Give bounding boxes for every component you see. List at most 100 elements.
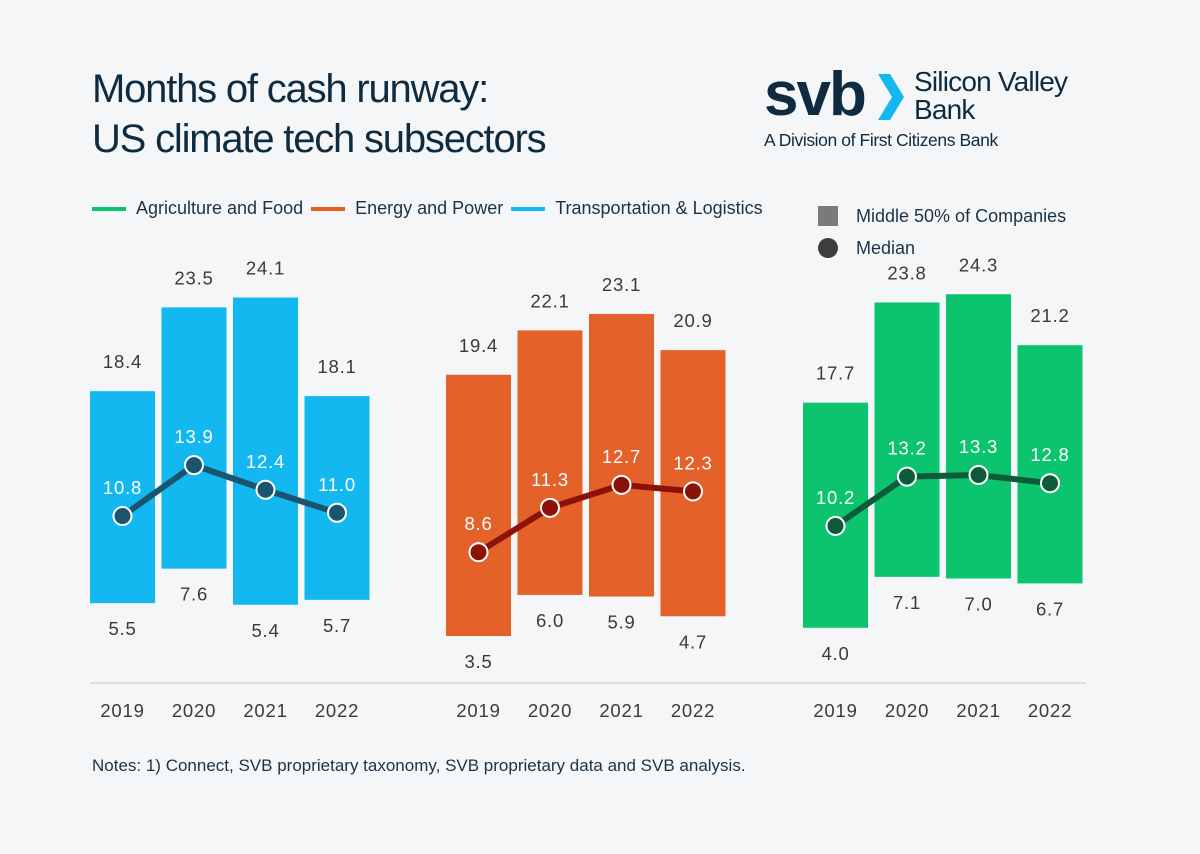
legend-item-transportation: Transportation & Logistics (511, 198, 763, 219)
energy-and-power-lower-label-2022: 4.7 (679, 631, 707, 652)
agriculture-and-food-bar-2020 (874, 302, 940, 577)
svb-logo: svb Silicon Valley Bank A Division of Fi… (764, 60, 1104, 155)
chevron-right-icon (878, 74, 904, 120)
energy-and-power-bar-2020 (517, 330, 583, 595)
transportation-logistics-lower-label-2022: 5.7 (323, 615, 351, 636)
logo-bank-name: Silicon Valley Bank (914, 66, 1068, 125)
transportation-logistics-tick-2019: 2019 (100, 700, 144, 721)
marker-legend: Middle 50% of Companies Median (818, 200, 1066, 264)
transportation-logistics-lower-label-2020: 7.6 (180, 584, 208, 605)
agriculture-and-food-tick-2021: 2021 (956, 700, 1000, 721)
agriculture-and-food-bar-2022 (1017, 345, 1083, 584)
transportation-logistics-upper-label-2019: 18.4 (103, 351, 142, 372)
transportation-logistics-median-label-2021: 12.4 (246, 451, 285, 472)
legend-median-label: Median (856, 237, 916, 258)
agriculture-and-food-median-dot-2019 (825, 515, 846, 536)
transportation-logistics-lower-label-2021: 5.4 (251, 620, 279, 641)
agriculture-and-food-lower-label-2019: 4.0 (821, 643, 849, 664)
energy-and-power-tick-2019: 2019 (456, 700, 500, 721)
transportation-logistics-lower-label-2019: 5.5 (108, 618, 136, 639)
legend-label-transportation: Transportation & Logistics (555, 198, 763, 218)
agriculture-and-food-median-dot-2020 (897, 466, 917, 487)
chart-title: Months of cash runway: US climate tech s… (92, 64, 547, 164)
energy-and-power-tick-2021: 2021 (599, 700, 643, 721)
agriculture-and-food-median-label-2020: 13.2 (887, 438, 926, 459)
energy-and-power-bar-2019 (446, 374, 511, 636)
energy-and-power-tick-2020: 2020 (528, 700, 572, 721)
transportation-logistics-tick-2020: 2020 (172, 700, 216, 721)
agriculture-and-food-tick-2020: 2020 (885, 700, 929, 721)
energy-and-power-median-label-2020: 11.3 (531, 469, 569, 490)
agriculture-and-food-tick-2019: 2019 (813, 700, 857, 721)
agriculture-and-food-lower-label-2020: 7.1 (893, 592, 921, 613)
legend-range-label: Middle 50% of Companies (856, 205, 1067, 226)
transportation-logistics-median-dot-2021 (255, 479, 276, 500)
transportation-logistics-upper-label-2022: 18.1 (317, 356, 356, 377)
transportation-logistics-bar-2020 (161, 307, 227, 569)
energy-and-power-upper-label-2022: 20.9 (673, 310, 712, 331)
transportation-logistics-median-label-2019: 10.8 (103, 477, 142, 498)
agriculture-and-food-bar-2019 (803, 402, 868, 628)
agriculture-and-food-median-label-2022: 12.8 (1030, 444, 1069, 465)
energy-and-power-median-dot-2020 (540, 497, 560, 518)
agriculture-and-food-lower-label-2022: 6.7 (1036, 598, 1064, 619)
agriculture-and-food-median-dot-2021 (968, 464, 989, 485)
logo-name-line-2: Bank (914, 94, 975, 125)
series-legend: Agriculture and Food Energy and Power Tr… (92, 198, 771, 219)
logo-name-line-1: Silicon Valley (914, 66, 1068, 97)
legend-median-dot (818, 238, 838, 258)
energy-and-power-upper-label-2021: 23.1 (602, 274, 641, 295)
transportation-logistics-upper-label-2020: 23.5 (174, 267, 213, 288)
legend-range-swatch (818, 206, 838, 226)
energy-and-power-tick-2022: 2022 (671, 700, 715, 721)
transportation-logistics-median-dot-2020 (184, 455, 204, 476)
agriculture-and-food-upper-label-2019: 17.7 (816, 363, 855, 384)
legend-line-energy (311, 206, 346, 211)
transportation-logistics-tick-2022: 2022 (315, 700, 359, 721)
agriculture-and-food-bar-2021 (946, 294, 1011, 579)
agriculture-and-food-median-label-2021: 13.3 (959, 436, 998, 457)
energy-and-power-median-dot-2019 (468, 542, 489, 563)
transportation-logistics-bar-2022 (304, 396, 370, 600)
transportation-logistics-median-label-2022: 11.0 (318, 474, 356, 495)
title-line-2: US climate tech subsectors (92, 117, 547, 161)
energy-and-power-median-label-2019: 8.6 (464, 513, 492, 534)
legend-median: Median (818, 232, 1066, 264)
energy-and-power-upper-label-2020: 22.1 (530, 290, 569, 311)
legend-label-agriculture: Agriculture and Food (136, 198, 304, 218)
agriculture-and-food-lower-label-2021: 7.0 (964, 593, 992, 614)
agriculture-and-food-upper-label-2022: 21.2 (1030, 305, 1069, 326)
energy-and-power-lower-label-2019: 3.5 (464, 651, 492, 672)
energy-and-power-median-dot-2022 (683, 481, 703, 502)
legend-item-agriculture: Agriculture and Food (92, 198, 303, 219)
legend-item-energy: Energy and Power (311, 198, 503, 219)
transportation-logistics-median-dot-2019 (112, 506, 133, 527)
title-line-1: Months of cash runway: (92, 67, 489, 111)
transportation-logistics-median-label-2020: 13.9 (174, 426, 213, 447)
logo-subtitle: A Division of First Citizens Bank (764, 130, 998, 150)
energy-and-power-median-line (475, 481, 696, 556)
legend-range: Middle 50% of Companies (818, 200, 1066, 232)
energy-and-power-median-label-2021: 12.7 (602, 446, 641, 467)
energy-and-power-median-dot-2021 (611, 474, 632, 495)
energy-and-power-upper-label-2019: 19.4 (459, 335, 498, 356)
agriculture-and-food-median-dot-2022 (1040, 473, 1060, 494)
transportation-logistics-tick-2021: 2021 (243, 700, 287, 721)
agriculture-and-food-median-label-2019: 10.2 (816, 487, 855, 508)
transportation-logistics-median-dot-2022 (327, 502, 347, 523)
energy-and-power-median-label-2022: 12.3 (673, 452, 712, 473)
agriculture-and-food-tick-2022: 2022 (1028, 700, 1072, 721)
agriculture-and-food-upper-label-2021: 24.3 (959, 254, 998, 275)
legend-line-agriculture (92, 206, 126, 211)
energy-and-power-lower-label-2021: 5.9 (607, 612, 635, 633)
agriculture-and-food-upper-label-2020: 23.8 (887, 262, 926, 283)
transportation-logistics-bar-2021 (233, 297, 298, 605)
energy-and-power-bar-2021 (589, 313, 654, 597)
transportation-logistics-upper-label-2021: 24.1 (246, 258, 285, 279)
transportation-logistics-median-line (119, 462, 340, 520)
chart-notes: Notes: 1) Connect, SVB proprietary taxon… (92, 756, 746, 775)
legend-line-transportation (511, 206, 546, 211)
logo-mark: svb (764, 60, 867, 129)
agriculture-and-food-median-line (832, 471, 1053, 529)
